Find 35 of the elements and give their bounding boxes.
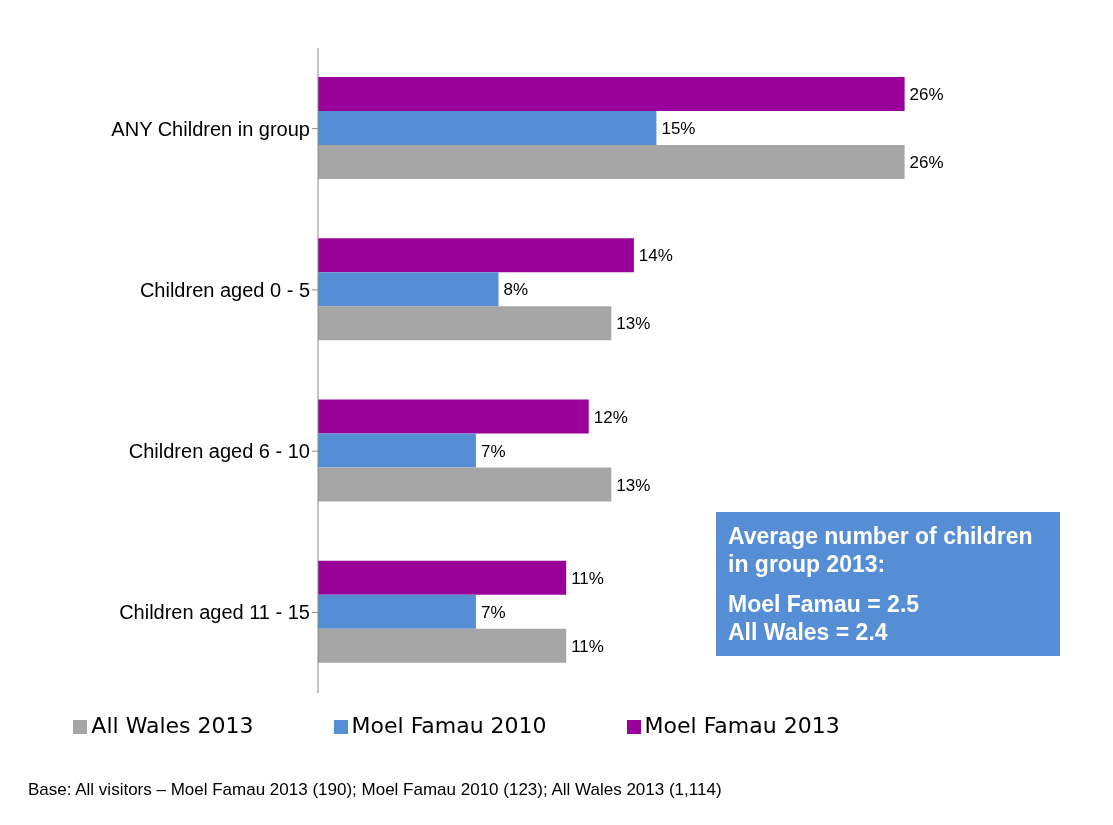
- bar: [318, 467, 612, 502]
- y-tick-label: Children aged 0 - 5: [139, 278, 310, 301]
- bar: [318, 111, 657, 146]
- annotation: All Wales = 2.4: [728, 618, 889, 646]
- y-tick-label: ANY Children in group: [111, 117, 310, 140]
- bar: [318, 77, 905, 112]
- legend-label: All Wales 2013: [91, 713, 254, 738]
- annotation: Moel Famau = 2.5: [728, 590, 921, 618]
- data-label: 11%: [571, 568, 604, 588]
- data-label: 26%: [909, 153, 944, 173]
- bar: [318, 238, 634, 273]
- bar: [318, 145, 905, 180]
- bar: [318, 628, 567, 663]
- data-label: 13%: [616, 475, 651, 495]
- bar: [318, 306, 612, 341]
- y-tick-label: Children aged 6 - 10: [128, 440, 310, 463]
- legend-label: Moel Famau 2010: [351, 713, 547, 738]
- bar: [318, 399, 589, 434]
- bar: [318, 560, 567, 595]
- legend-label: Moel Famau 2013: [644, 713, 840, 738]
- data-label: 13%: [616, 314, 651, 334]
- data-label: 26%: [909, 85, 944, 105]
- text: Base: All visitors – Moel Famau 2013 (190); Moel Famau 2010 (123); All Wales 2013 (1,114): [28, 780, 722, 800]
- annotation: Average number of children in group 2013:: [728, 522, 1034, 578]
- data-label: 11%: [571, 636, 604, 656]
- bar: [318, 433, 476, 468]
- y-tick-label: Children aged 11 - 15: [119, 601, 310, 624]
- bar: [318, 594, 476, 629]
- bar: [318, 272, 499, 307]
- data-label: 8%: [503, 280, 529, 300]
- data-label: 14%: [638, 246, 673, 266]
- data-label: 15%: [661, 119, 696, 139]
- data-label: 7%: [480, 602, 506, 622]
- data-label: 12%: [593, 407, 628, 427]
- data-label: 7%: [480, 441, 506, 461]
